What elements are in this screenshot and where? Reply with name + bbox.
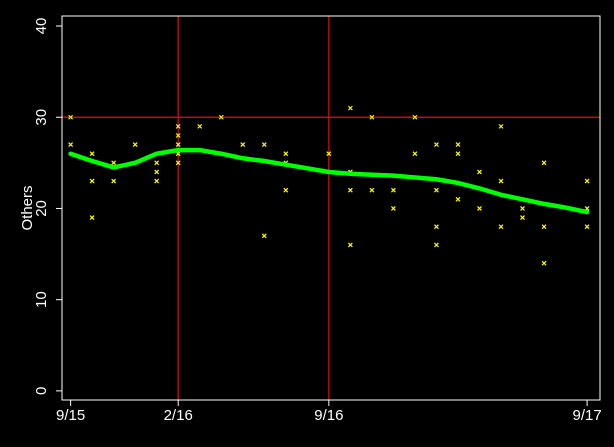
scatter-point: [412, 114, 418, 120]
scatter-point: [477, 206, 482, 211]
scatter-point: [89, 178, 95, 184]
scatter-point: [541, 160, 547, 166]
scatter-point: [154, 169, 160, 175]
scatter-point: [283, 151, 289, 157]
scatter-point: [261, 142, 267, 148]
scatter-point: [347, 105, 353, 111]
y-tick-label: 40: [33, 18, 50, 35]
y-tick-label: 20: [33, 200, 50, 217]
scatter-point: [390, 206, 396, 211]
scatter-point: [434, 142, 439, 148]
scatter-point: [111, 160, 117, 166]
scatter-point: [68, 114, 74, 120]
scatter-point: [261, 233, 267, 239]
scatter-point: [89, 151, 95, 157]
scatter-point: [520, 206, 525, 211]
scatter-point: [477, 169, 482, 175]
scatter-point: [434, 242, 439, 248]
scatter-point: [541, 224, 547, 230]
x-tick-label: 9/17: [572, 407, 601, 424]
scatter-point: [584, 178, 590, 184]
y-axis-label: Others: [19, 185, 36, 230]
scatter-point: [369, 187, 375, 193]
scatter-point: [498, 178, 504, 184]
y-tick-label: 10: [33, 291, 50, 308]
scatter-point: [154, 178, 160, 184]
scatter-point: [175, 123, 181, 129]
scatter-point: [283, 187, 289, 193]
scatter-point: [175, 160, 181, 166]
scatter-point: [154, 160, 160, 166]
scatter-point: [175, 133, 181, 138]
x-tick-label: 9/16: [314, 407, 343, 424]
scatter-point: [197, 123, 203, 129]
scatter-point: [175, 142, 181, 148]
smooth-line: [68, 147, 590, 215]
scatter-point: [111, 178, 117, 184]
scatter-point: [89, 215, 95, 221]
scatter-point: [498, 123, 504, 129]
scatter-point: [455, 151, 461, 157]
scatter-point: [240, 142, 246, 148]
scatter-point: [455, 142, 461, 148]
plot-frame: [61, 15, 601, 401]
scatter-point: [68, 142, 74, 148]
scatter-point: [434, 224, 439, 230]
scatter-point: [541, 260, 547, 266]
scatter-point: [412, 151, 418, 157]
scatter-point: [218, 114, 224, 120]
scatter-point: [326, 151, 332, 157]
x-tick-label: 9/15: [56, 407, 85, 424]
scatter-point: [347, 242, 353, 248]
y-tick-label: 30: [33, 109, 50, 126]
scatter-point: [369, 114, 375, 120]
scatter-point: [498, 224, 504, 230]
x-tick-label: 2/16: [164, 407, 193, 424]
scatter-point: [520, 215, 525, 221]
scatter-point: [434, 187, 439, 193]
y-tick-label: 0: [33, 387, 50, 395]
scatter-point: [347, 187, 353, 193]
scatter-point: [390, 187, 396, 193]
scatter-point: [455, 196, 461, 202]
scatter-point: [132, 142, 138, 148]
scatter-point: [584, 224, 590, 230]
